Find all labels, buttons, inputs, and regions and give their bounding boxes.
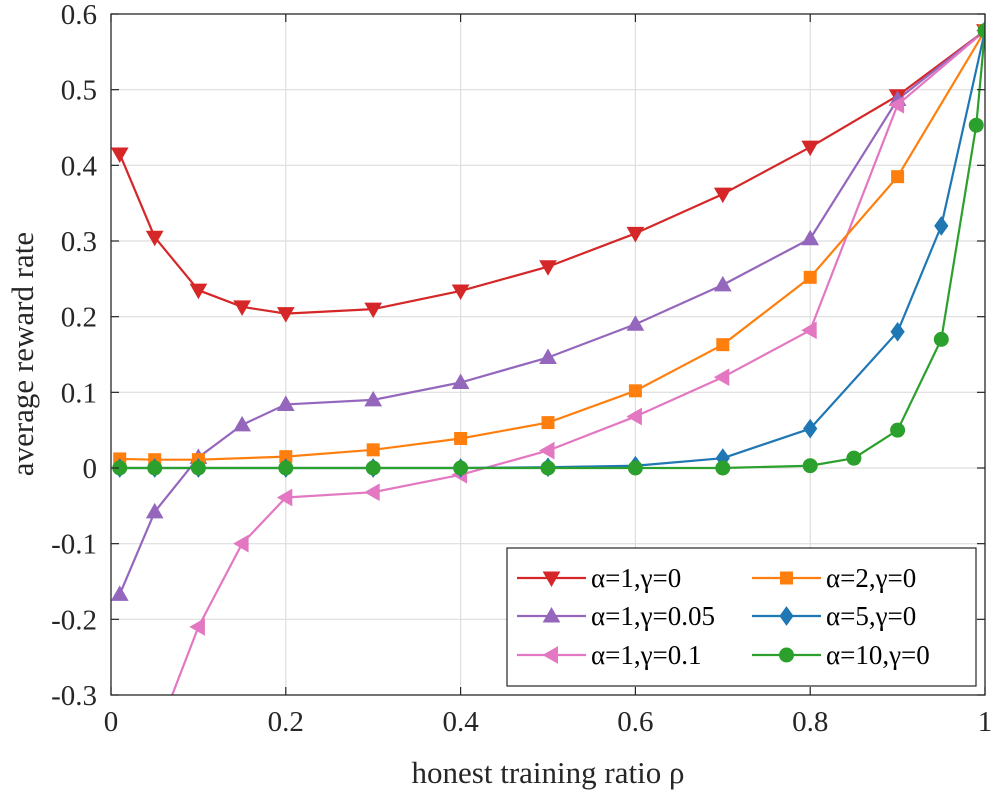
data-point [538,441,555,460]
axis-ticks [110,13,986,696]
data-point [934,216,949,236]
data-point [713,275,732,292]
data-point [147,460,163,476]
x-tick-label: 0.4 [442,706,479,738]
x-tick-label: 1 [978,706,993,738]
legend-marker [780,571,793,585]
data-point [803,270,817,284]
data-point [276,307,295,323]
data-point [111,147,129,163]
data-point [627,460,643,476]
data-point [626,315,645,331]
data-point [364,390,383,407]
data-point [977,23,985,39]
data-point [451,284,470,300]
data-point [147,732,161,748]
data-point [111,585,129,601]
grid [111,14,985,695]
legend-marker [779,647,794,663]
data-point [145,502,164,519]
legend-marker [542,606,561,623]
data-point [541,416,555,430]
data-point [364,483,380,502]
data-point [626,407,642,426]
data-point [713,187,732,204]
legend-label: α=5,γ=0 [826,601,916,631]
legend-label: α=1,γ=0.05 [591,601,715,631]
data-point [451,373,470,389]
x-tick-label: 0.2 [268,706,304,738]
data-point [715,460,731,476]
data-point [716,338,730,352]
data-point [454,431,468,445]
y-tick-label: -0.3 [51,680,97,712]
data-point [539,260,557,276]
legend-marker [542,571,561,588]
data-point [933,331,949,347]
data-point [278,460,294,476]
data-point [628,384,642,398]
data-point [890,422,906,438]
data-point [190,460,206,476]
data-point [846,450,862,466]
y-tick-label: -0.1 [51,529,97,561]
y-tick-label: 0.1 [61,377,97,409]
data-point [802,458,818,474]
x-tick-label: 0.8 [792,706,828,738]
data-point [145,230,164,247]
tick-labels: 0 0.2 0.4 0.6 0.8 1 -0.3 -0.2 -0.1 0 0.1 0.2 0.3 0.4 0… [51,0,992,738]
legend-marker [779,606,794,626]
y-tick-label: 0.4 [61,150,98,182]
data-point [968,117,984,133]
legend-label: α=1,γ=0.1 [591,640,702,670]
data-point [539,348,557,365]
series-line [119,30,985,461]
x-tick-label: 0.6 [617,706,653,738]
data-point [803,418,818,439]
data-point [233,300,251,316]
legend: α=1,γ=0 α=1,γ=0.05 α=1,γ=0.1 α=2,γ=0 α=5,γ=0… [506,547,977,687]
data-point [189,283,208,300]
y-tick-label: 0.2 [61,302,97,334]
series-markers [111,20,985,748]
plot-frame [110,13,986,696]
x-axis-title: honest training ratio ρ [412,755,685,790]
legend-marker [542,646,558,664]
data-point [890,321,905,342]
y-tick-label: 0.5 [61,75,97,107]
data-point [626,226,645,243]
data-point [713,368,730,387]
data-point [366,443,380,457]
y-tick-label: 0.6 [61,0,97,31]
data-point [801,140,820,157]
data-point [233,415,251,432]
y-axis-title: average reward rate [5,232,40,476]
data-point [453,460,469,476]
data-point [364,302,383,319]
data-point [276,395,295,411]
y-tick-label: 0.3 [61,226,97,258]
data-point [189,618,205,636]
data-point [276,488,293,507]
legend-label: α=1,γ=0 [591,563,681,593]
data-point [365,460,381,476]
legend-label: α=10,γ=0 [826,640,930,670]
x-tick-label: 0 [104,706,119,738]
data-point [891,170,905,184]
data-point [233,534,249,553]
data-point [801,321,817,340]
data-point [540,460,556,476]
series-line [171,29,985,695]
y-tick-label: -0.2 [51,604,97,636]
data-point [801,229,820,246]
legend-label: α=2,γ=0 [826,563,916,593]
data-point [888,95,905,114]
y-tick-label: 0 [83,453,98,485]
